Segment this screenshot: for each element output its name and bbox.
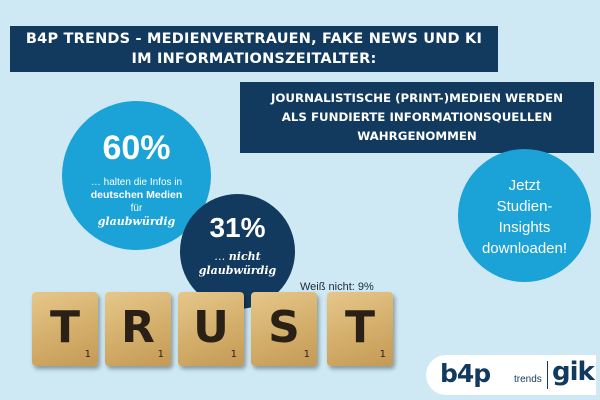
- cta-line-4: downloaden!: [481, 240, 568, 257]
- cta-line-3: Insights: [498, 219, 551, 236]
- no-trust-stat-circle: 31% … nicht glaubwürdig: [180, 194, 295, 309]
- main-title-line-2: IM INFORMATIONSZEITALTER:: [131, 51, 377, 67]
- trust-desc-line-2: deutschen Medien: [90, 189, 183, 201]
- tile-letter: R: [121, 302, 155, 353]
- subtitle-line-2: ALS FUNDIERTE INFORMATIONSQUELLEN: [281, 110, 553, 124]
- trust-desc-line-3: für: [130, 203, 143, 214]
- subtitle-line-3: WAHRGENOMMEN: [357, 129, 477, 143]
- trust-stat-circle: 60% … halten die Infos in deutschen Medi…: [62, 101, 211, 250]
- letter-tile: T 1: [32, 292, 98, 366]
- trends-logo-text: trends: [514, 374, 542, 385]
- letter-tile: U 1: [178, 292, 244, 366]
- no-trust-percentage: 31%: [209, 212, 266, 243]
- gik-logo-text: gik: [552, 357, 595, 387]
- trust-description: … halten die Infos in deutschen Medien f…: [62, 176, 211, 229]
- trust-percentage: 60%: [102, 129, 171, 167]
- letter-tile: T 1: [327, 292, 393, 366]
- no-trust-prefix: …: [214, 250, 229, 263]
- trust-letter-tiles: T 1 R 1 U 1 S 1 T 1: [32, 292, 402, 372]
- tile-letter: S: [268, 302, 300, 353]
- cta-line-2: Studien-: [496, 198, 553, 215]
- tile-points: 1: [84, 349, 91, 360]
- tile-points: 1: [157, 349, 164, 360]
- b4p-logo-text: b4p: [440, 359, 491, 388]
- trust-desc-line-1: … halten die Infos in: [90, 177, 183, 188]
- letter-tile: R 1: [105, 292, 171, 366]
- tile-points: 1: [230, 349, 237, 360]
- main-title-line-1: B4P TRENDS - MEDIENVERTRAUEN, FAKE NEWS …: [25, 31, 483, 47]
- logo-divider: [547, 361, 548, 389]
- tile-points: 1: [379, 349, 386, 360]
- subtitle-line-1: JOURNALISTISCHE (PRINT-)MEDIEN WERDEN: [271, 91, 563, 105]
- download-insights-button[interactable]: Jetzt Studien- Insights downloaden!: [458, 149, 591, 282]
- tile-letter: U: [193, 302, 229, 353]
- main-title-banner: B4P TRENDS - MEDIENVERTRAUEN, FAKE NEWS …: [10, 26, 498, 72]
- trust-desc-line-4: glaubwürdig: [97, 215, 176, 228]
- cta-line-1: Jetzt: [508, 177, 541, 194]
- tile-points: 1: [303, 349, 310, 360]
- brand-logo: b4p trends gik: [426, 355, 596, 395]
- dont-know-label: Weiß nicht: 9%: [300, 281, 374, 293]
- tile-letter: T: [49, 302, 80, 353]
- tile-letter: T: [344, 302, 375, 353]
- no-trust-description: … nicht glaubwürdig: [180, 250, 295, 278]
- no-trust-word: nicht: [228, 250, 261, 263]
- no-trust-desc-line-2: glaubwürdig: [198, 264, 277, 277]
- letter-tile: S 1: [251, 292, 317, 366]
- subtitle-banner: JOURNALISTISCHE (PRINT-)MEDIEN WERDEN AL…: [240, 82, 594, 153]
